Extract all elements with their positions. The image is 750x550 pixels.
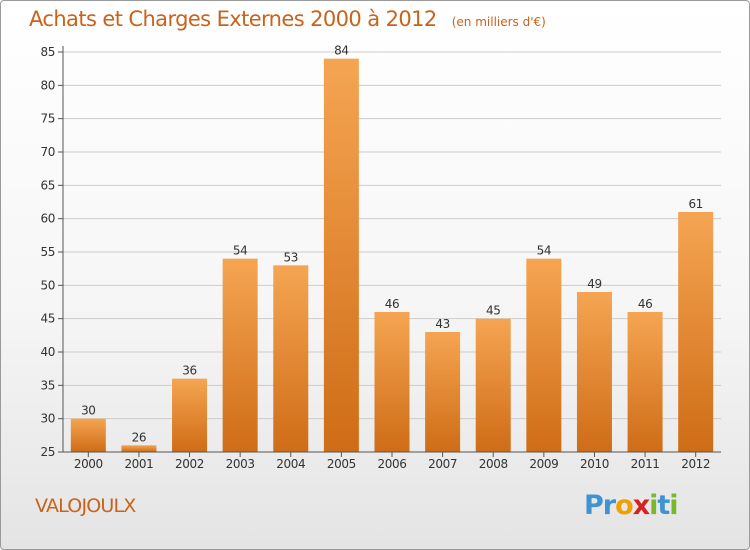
y-tick-label: 30 [41, 412, 55, 426]
bar [425, 332, 461, 452]
y-tick-label: 55 [41, 245, 55, 259]
bar [70, 418, 106, 452]
bar [172, 378, 208, 452]
bar [526, 258, 562, 452]
data-label: 84 [334, 44, 348, 58]
x-tick-label: 2009 [529, 457, 558, 471]
data-label: 49 [587, 277, 601, 291]
logo-letter: i [669, 490, 678, 521]
x-tick-label: 2006 [378, 457, 407, 471]
data-label: 45 [486, 304, 500, 318]
chart-subtitle: (en milliers d'€) [451, 15, 546, 29]
data-label: 46 [638, 297, 652, 311]
x-tick-label: 2011 [631, 457, 660, 471]
bar [576, 292, 612, 452]
logo-letter: r [602, 490, 616, 521]
data-labels: 30 26 36 54 53 84 46 43 45 54 49 46 61 [81, 44, 703, 445]
x-tick-label: 2007 [428, 457, 457, 471]
y-tick-label: 35 [41, 378, 55, 392]
data-label: 61 [688, 197, 702, 211]
proxiti-logo[interactable]: Proxiti [584, 490, 679, 521]
bar [627, 312, 663, 452]
chart-title: Achats et Charges Externes 2000 à 2012 [29, 7, 437, 31]
x-tick-label: 2010 [580, 457, 609, 471]
y-tick-label: 80 [41, 78, 55, 92]
bar [222, 258, 258, 452]
bar [273, 265, 309, 452]
x-tick-label: 2002 [175, 457, 204, 471]
x-tick-label: 2012 [681, 457, 710, 471]
logo-letter: o [615, 490, 634, 521]
logo-letter: t [657, 490, 670, 521]
y-tick-label: 45 [41, 312, 55, 326]
x-tick-label: 2004 [276, 457, 305, 471]
x-tick-label: 2001 [124, 457, 153, 471]
bars [70, 58, 714, 453]
bar [475, 318, 511, 452]
data-label: 43 [435, 317, 449, 331]
commune-name: VALOJOULX [35, 495, 136, 517]
y-tick-label: 75 [41, 112, 55, 126]
x-tick-label: 2005 [327, 457, 356, 471]
y-tick-label: 65 [41, 178, 55, 192]
data-label: 46 [385, 297, 399, 311]
bar [374, 312, 410, 452]
axes: 25 30 35 40 45 50 55 60 65 70 75 80 85 2000 2001 2002 20… [41, 45, 721, 471]
y-tick-label: 85 [41, 45, 55, 59]
x-tick-label: 2000 [74, 457, 103, 471]
data-label: 26 [132, 430, 146, 444]
bar [678, 212, 714, 452]
x-tick-label: 2003 [226, 457, 255, 471]
y-tick-label: 25 [41, 445, 55, 459]
bar [121, 445, 157, 452]
y-tick-label: 60 [41, 212, 55, 226]
bar [323, 58, 359, 453]
data-label: 54 [537, 244, 551, 258]
data-label: 30 [81, 404, 95, 418]
title-row: Achats et Charges Externes 2000 à 2012 (… [29, 7, 546, 31]
y-tick-label: 50 [41, 278, 55, 292]
logo-letter: P [584, 490, 604, 521]
logo-letter: i [649, 490, 658, 521]
x-tick-label: 2008 [479, 457, 508, 471]
data-label: 54 [233, 244, 247, 258]
logo-letter: x [632, 490, 650, 521]
data-label: 36 [182, 364, 196, 378]
y-tick-label: 40 [41, 345, 55, 359]
y-tick-label: 70 [41, 145, 55, 159]
data-label: 53 [284, 250, 298, 264]
